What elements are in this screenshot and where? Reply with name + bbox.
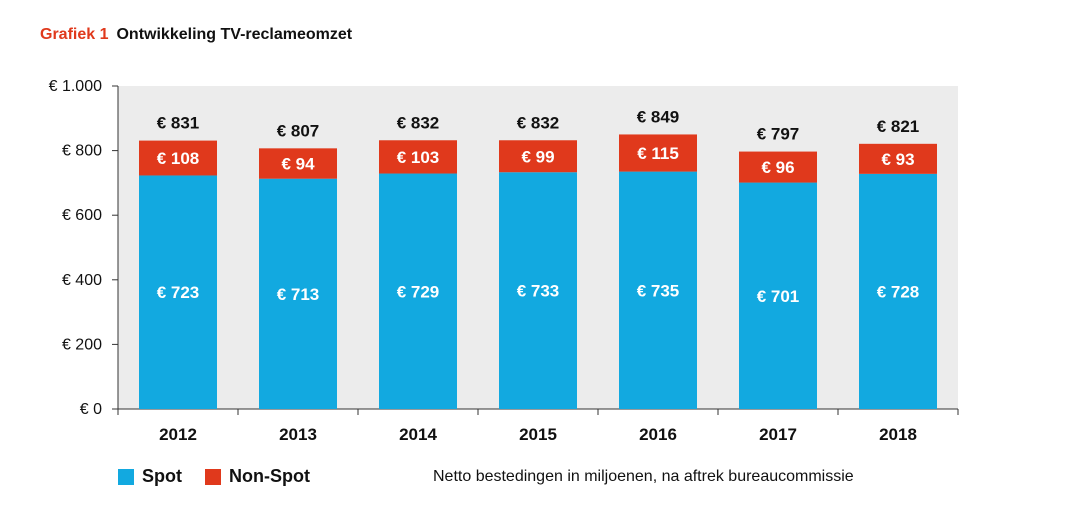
bar-nonspot-label: € 93: [881, 150, 914, 169]
y-tick-label: € 200: [62, 336, 102, 353]
bar-nonspot-label: € 115: [637, 144, 679, 163]
bar-nonspot: [259, 148, 337, 179]
bar-spot: [499, 172, 577, 409]
bar-total-label: € 821: [877, 117, 920, 136]
legend-nonspot: Non-Spot: [205, 466, 310, 487]
legend-nonspot-label: Non-Spot: [229, 466, 310, 486]
chart-title: Grafiek 1 Ontwikkeling TV-reclameomzet: [40, 26, 352, 44]
bar-spot-label: € 735: [637, 281, 680, 300]
bar-total-label: € 797: [757, 125, 800, 144]
bar-spot-label: € 701: [757, 287, 800, 306]
x-tick-label: 2012: [159, 425, 197, 444]
bar-nonspot-label: € 99: [521, 147, 554, 166]
legend-spot-label: Spot: [142, 466, 182, 486]
bar-spot-label: € 723: [157, 283, 200, 302]
bar-nonspot: [739, 151, 817, 183]
bar-spot: [259, 178, 337, 409]
bar-total-label: € 832: [517, 113, 560, 132]
x-tick-label: 2013: [279, 425, 317, 444]
bar-total-label: € 832: [397, 113, 440, 132]
bar-nonspot: [379, 140, 457, 174]
bar-spot: [139, 175, 217, 409]
chart-title-prefix: Grafiek 1: [40, 26, 109, 43]
bar-nonspot: [619, 134, 697, 172]
x-tick-label: 2017: [759, 425, 797, 444]
y-tick-label: € 600: [62, 207, 102, 224]
bar-spot-label: € 729: [397, 282, 440, 301]
x-tick-label: 2018: [879, 425, 917, 444]
bar-spot-label: € 733: [517, 282, 560, 301]
bar-total-label: € 831: [157, 114, 200, 133]
legend-nonspot-swatch: [205, 468, 221, 485]
bar-nonspot-label: € 96: [761, 158, 794, 177]
bar-total-label: € 849: [637, 107, 680, 126]
bar-nonspot-label: € 103: [397, 148, 440, 167]
x-tick-label: 2014: [399, 425, 437, 444]
bar-spot-label: € 713: [277, 285, 320, 304]
bar-nonspot-label: € 94: [281, 155, 315, 174]
x-tick-label: 2016: [639, 425, 677, 444]
y-tick-label: € 1.000: [49, 78, 102, 95]
y-tick-label: € 400: [62, 272, 102, 289]
y-tick-label: € 800: [62, 143, 102, 160]
bar-spot: [739, 182, 817, 409]
chart-title-text: Ontwikkeling TV-reclameomzet: [116, 26, 353, 43]
y-tick-label: € 0: [80, 401, 102, 418]
bar-nonspot: [499, 140, 577, 173]
legend-spot-swatch: [118, 468, 134, 485]
bar-spot-label: € 728: [877, 282, 920, 301]
bar-nonspot: [139, 140, 217, 176]
bar-spot: [619, 171, 697, 409]
bar-spot: [379, 173, 457, 409]
bar-nonspot: [859, 143, 937, 174]
bar-nonspot-label: € 108: [157, 149, 200, 168]
legend-spot: Spot: [118, 466, 182, 487]
x-tick-label: 2015: [519, 425, 557, 444]
chart-footnote: Netto bestedingen in miljoenen, na aftre…: [433, 468, 854, 485]
bar-total-label: € 807: [277, 121, 320, 140]
bar-spot: [859, 173, 937, 409]
